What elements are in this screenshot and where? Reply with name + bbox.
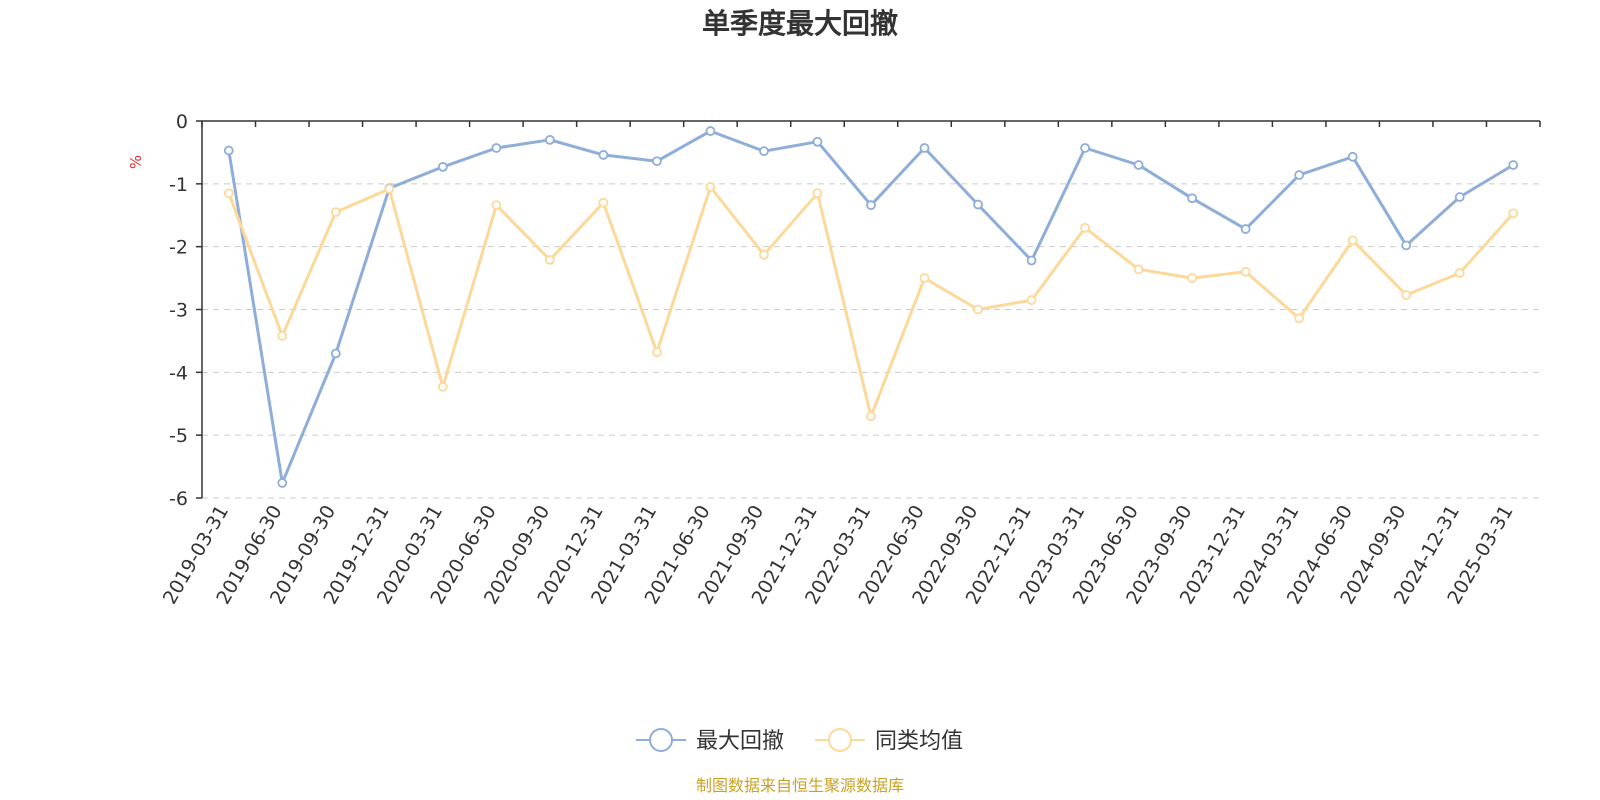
data-point[interactable] [812, 188, 823, 199]
data-point[interactable] [866, 200, 876, 211]
data-point[interactable] [705, 182, 716, 192]
x-tick-labels: 2019-03-312019-06-302019-09-302019-12-31… [159, 501, 1518, 608]
data-point[interactable] [652, 156, 662, 167]
data-point[interactable] [973, 304, 983, 315]
data-point[interactable] [1187, 273, 1198, 283]
data-point[interactable] [919, 273, 930, 283]
data-point[interactable] [544, 134, 555, 145]
data-point[interactable] [1240, 224, 1251, 234]
data-point[interactable] [1401, 290, 1412, 300]
data-point[interactable] [437, 381, 448, 392]
data-point[interactable] [277, 478, 288, 488]
legend-circle-icon [649, 728, 673, 752]
data-point[interactable] [1026, 255, 1037, 266]
legend[interactable]: 最大回撤 同类均值 [636, 728, 963, 754]
y-tick-label: 0 [176, 111, 188, 133]
legend-item-2[interactable]: 同类均值 [815, 728, 963, 754]
data-point[interactable] [491, 143, 502, 153]
legend-item-1[interactable]: 最大回撤 [636, 728, 784, 754]
data-point[interactable] [1508, 208, 1519, 219]
data-point[interactable] [544, 254, 555, 265]
axes [196, 120, 1541, 499]
data-point[interactable] [1187, 193, 1198, 204]
y-tick-label: -2 [169, 237, 188, 259]
data-point[interactable] [759, 249, 769, 260]
data-point[interactable] [1454, 268, 1465, 278]
data-point[interactable] [491, 200, 502, 211]
data-point[interactable] [1508, 160, 1519, 170]
data-point[interactable] [1401, 240, 1412, 251]
y-tick-label: -6 [169, 488, 188, 510]
series-line [227, 185, 1515, 418]
series-lines [223, 126, 1519, 488]
data-point[interactable] [223, 145, 234, 156]
data-point[interactable] [973, 199, 983, 210]
data-point[interactable] [705, 126, 716, 136]
data-point[interactable] [598, 197, 609, 208]
data-point[interactable] [1240, 266, 1251, 277]
data-point[interactable] [1080, 222, 1090, 233]
y-tick-label: -1 [169, 174, 188, 196]
data-point[interactable] [223, 188, 234, 199]
legend-label: 同类均值 [875, 729, 963, 754]
y-tick-label: -3 [169, 300, 188, 322]
data-point[interactable] [1347, 235, 1358, 246]
data-point[interactable] [1347, 151, 1358, 162]
grid-lines [202, 183, 1540, 499]
data-point[interactable] [866, 411, 876, 422]
data-point[interactable] [1133, 160, 1144, 170]
data-point[interactable] [1026, 295, 1037, 305]
chart-title: 单季度最大回撤 [702, 7, 898, 40]
y-tick-labels: 0 -1 -2 -3 -4 -5 -6 [169, 111, 188, 510]
source-note: 制图数据来自恒生聚源数据库 [696, 776, 904, 795]
data-point[interactable] [598, 150, 609, 160]
data-point[interactable] [812, 136, 823, 147]
data-point[interactable] [1133, 264, 1144, 275]
y-tick-label: -4 [169, 362, 188, 384]
data-point[interactable] [759, 146, 769, 157]
data-point[interactable] [384, 183, 395, 194]
data-point[interactable] [277, 330, 288, 341]
series-2 [223, 182, 1519, 422]
legend-label: 最大回撤 [696, 729, 784, 754]
y-tick-label: -5 [169, 425, 188, 447]
data-point[interactable] [652, 347, 662, 358]
data-point[interactable] [1454, 192, 1465, 202]
data-point[interactable] [919, 143, 930, 153]
data-point[interactable] [1294, 170, 1305, 180]
y-axis-unit-label: % [127, 155, 145, 169]
data-point[interactable] [437, 161, 448, 172]
legend-circle-icon [828, 728, 852, 752]
data-point[interactable] [1080, 143, 1090, 153]
data-point[interactable] [330, 207, 341, 218]
series-1 [223, 126, 1519, 488]
data-point[interactable] [330, 348, 341, 359]
data-point[interactable] [1294, 313, 1305, 324]
